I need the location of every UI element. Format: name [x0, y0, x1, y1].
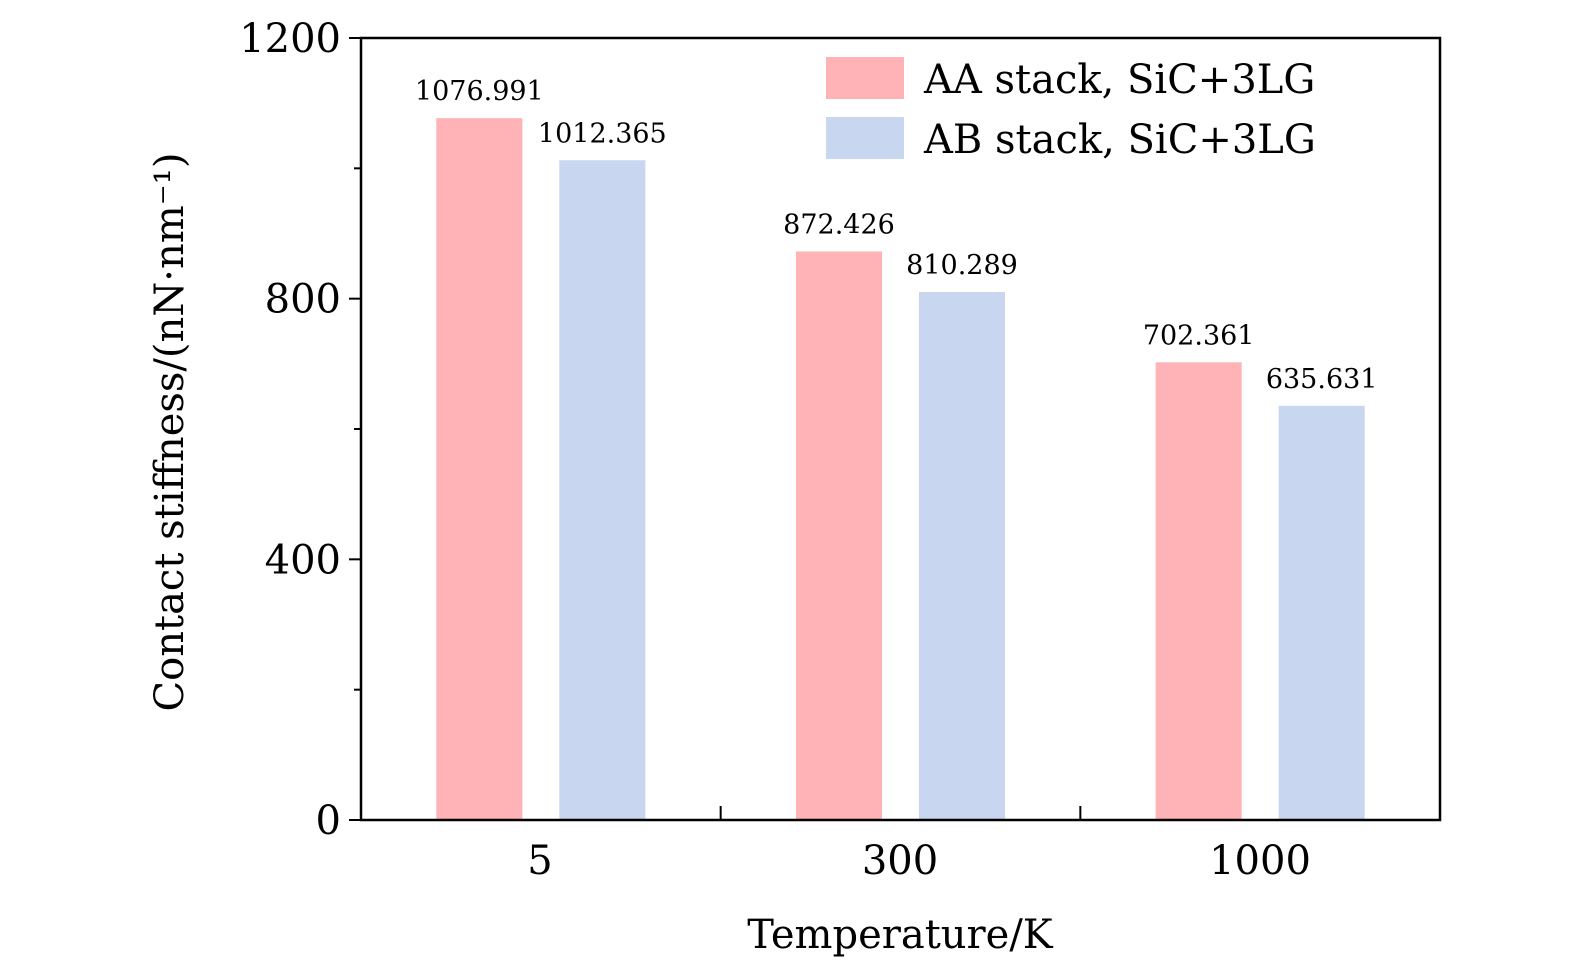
- bar-s2-1000: [1278, 405, 1365, 820]
- data-label-s1-300: 872.426: [783, 209, 895, 240]
- data-labels-layer: 1076.991 872.426 702.361 1012.365 810.289 635…: [415, 76, 1378, 395]
- bar-s2-300: [919, 291, 1005, 820]
- bar-s1-1000: [1155, 362, 1242, 820]
- y-tick-label: 800: [265, 277, 341, 323]
- data-label-s2-1000: 635.631: [1266, 364, 1378, 395]
- data-label-s1-1000: 702.361: [1143, 320, 1255, 351]
- ticks-layer: [349, 37, 1082, 821]
- x-tick-label: 5: [527, 838, 552, 884]
- bar-s2-5: [559, 160, 646, 820]
- legend-swatch-s2: [826, 117, 904, 159]
- x-tick-label: 300: [862, 838, 938, 884]
- data-label-s2-5: 1012.365: [538, 118, 667, 149]
- tick-labels-layer: 0 400 800 1200 5 300 1000: [239, 16, 1311, 884]
- data-label-s2-300: 810.289: [906, 250, 1018, 281]
- data-label-s1-5: 1076.991: [415, 76, 544, 107]
- bar-s1-5: [436, 118, 523, 820]
- y-tick-label: 400: [265, 537, 341, 583]
- bars-layer: [436, 118, 1365, 820]
- x-tick-label: 1000: [1209, 838, 1311, 884]
- bar-s1-300: [796, 251, 882, 820]
- legend-label-s1: AA stack, SiC+3LG: [923, 57, 1315, 103]
- legend: AA stack, SiC+3LG AB stack, SiC+3LG: [826, 57, 1316, 163]
- legend-swatch-s1: [826, 57, 904, 99]
- x-axis-title: Temperature/K: [747, 912, 1054, 958]
- y-tick-label: 1200: [239, 16, 341, 62]
- y-tick-label: 0: [316, 798, 341, 844]
- y-axis-title: Contact stiffness/(nN·nm⁻¹): [147, 153, 193, 712]
- legend-label-s2: AB stack, SiC+3LG: [923, 117, 1316, 163]
